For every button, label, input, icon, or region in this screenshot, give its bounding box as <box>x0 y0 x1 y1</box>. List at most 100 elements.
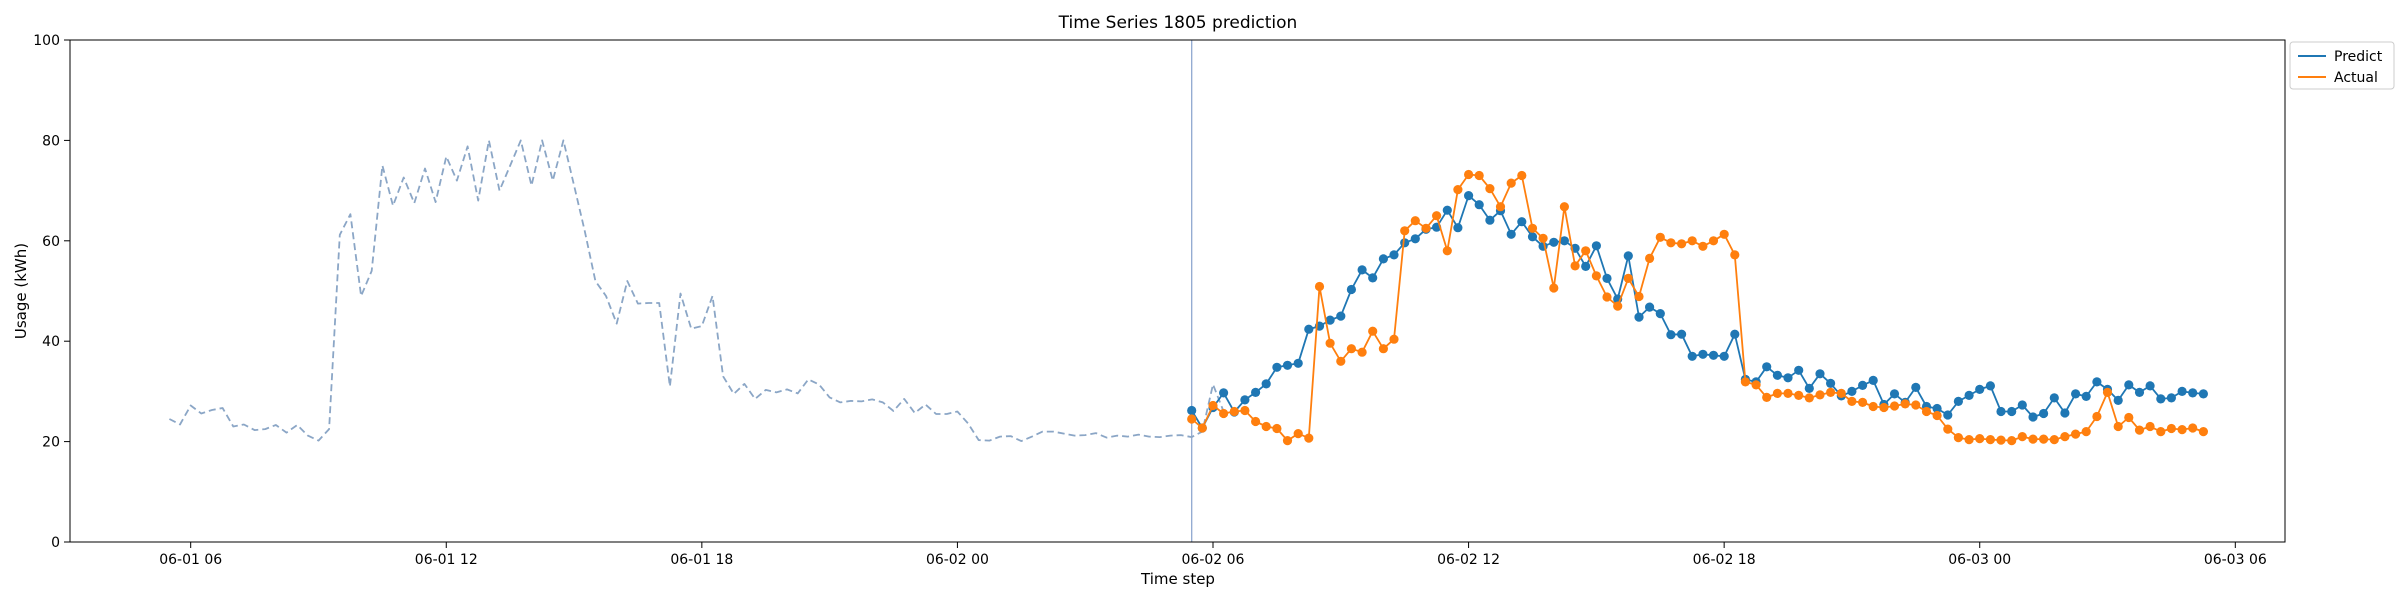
data-point-actual <box>1698 241 1708 251</box>
data-point-predict <box>1219 388 1229 398</box>
data-point-predict <box>1464 191 1474 201</box>
data-point-actual <box>1655 232 1665 242</box>
y-tick-label: 0 <box>51 535 60 551</box>
data-point-actual <box>1677 239 1687 249</box>
data-point-predict <box>1474 200 1484 210</box>
data-point-predict <box>1953 396 1963 406</box>
data-point-predict <box>2134 387 2145 397</box>
data-point-actual <box>2188 423 2198 433</box>
y-tick-label: 40 <box>42 334 60 350</box>
x-tick-label: 06-02 12 <box>1437 552 1500 568</box>
data-point-actual <box>1826 387 1836 397</box>
data-point-actual <box>2134 425 2145 435</box>
data-point-actual <box>1858 397 1868 407</box>
data-point-actual <box>1517 170 1527 181</box>
data-point-predict <box>1336 311 1346 321</box>
data-point-predict <box>2017 400 2027 410</box>
series-layer <box>168 40 2208 542</box>
data-point-predict <box>1634 312 1644 322</box>
data-point-predict <box>1698 349 1708 359</box>
data-point-predict <box>1975 384 1985 394</box>
y-axis-label: Usage (kWh) <box>12 243 30 339</box>
legend-label-predict: Predict <box>2334 49 2383 65</box>
data-point-actual <box>1645 253 1655 263</box>
data-point-actual <box>1325 338 1335 348</box>
data-point-predict <box>2145 381 2155 391</box>
data-point-actual <box>1229 406 1239 417</box>
data-point-predict <box>2177 386 2187 396</box>
data-point-predict <box>1272 362 1282 372</box>
data-point-predict <box>1187 405 1197 416</box>
data-point-predict <box>1708 350 1719 360</box>
data-point-predict <box>2049 393 2059 403</box>
data-point-actual <box>1336 356 1346 366</box>
data-point-actual <box>1708 236 1719 246</box>
legend: Predict Actual <box>2289 41 2395 90</box>
x-tick-label: 06-01 18 <box>670 552 733 568</box>
data-point-actual <box>1985 435 1995 445</box>
data-point-predict <box>2028 412 2038 422</box>
data-point-predict <box>1293 358 1303 368</box>
data-point-actual <box>1485 184 1495 194</box>
data-point-actual <box>1197 423 1207 433</box>
data-point-predict <box>1442 205 1452 215</box>
data-point-actual <box>1240 405 1250 416</box>
data-point-predict <box>1549 237 1559 247</box>
data-point-predict <box>1506 229 1516 239</box>
data-point-predict <box>2039 408 2049 419</box>
data-point-actual <box>1687 236 1697 246</box>
series-line-history <box>168 139 1225 442</box>
data-point-actual <box>1261 421 1271 432</box>
data-point-actual <box>1772 388 1782 398</box>
data-point-predict <box>1847 386 1857 396</box>
data-point-actual <box>1932 410 1942 421</box>
data-point-predict <box>1389 250 1399 260</box>
data-point-predict <box>1378 254 1388 264</box>
data-point-actual <box>1581 246 1591 256</box>
data-point-actual <box>1314 281 1325 292</box>
data-point-actual <box>1975 434 1985 444</box>
data-point-actual <box>1368 326 1378 336</box>
data-point-actual <box>2071 429 2081 439</box>
data-point-predict <box>2113 395 2123 405</box>
data-point-predict <box>1794 365 1804 375</box>
data-point-predict <box>1804 383 1814 393</box>
data-point-actual <box>2092 411 2102 422</box>
data-point-predict <box>1762 362 1772 372</box>
data-point-predict <box>1251 387 1261 397</box>
data-point-predict <box>1932 403 1942 414</box>
x-tick-label: 06-03 00 <box>1948 552 2011 568</box>
data-point-predict <box>1410 234 1420 244</box>
data-point-actual <box>1815 390 1825 400</box>
data-point-predict <box>1581 261 1591 271</box>
data-point-actual <box>2177 425 2187 435</box>
data-point-actual <box>1879 402 1889 413</box>
data-point-predict <box>1346 284 1356 295</box>
data-point-actual <box>1506 178 1516 188</box>
data-point-predict <box>1357 265 1367 275</box>
data-point-actual <box>1868 401 1878 412</box>
data-point-actual <box>1272 423 1282 434</box>
data-point-actual <box>1847 396 1857 406</box>
data-point-predict <box>1304 324 1314 334</box>
data-point-predict <box>1517 217 1527 227</box>
data-point-actual <box>1921 406 1932 417</box>
x-tick-label: 06-02 18 <box>1693 552 1756 568</box>
x-tick-label: 06-03 06 <box>2204 552 2267 568</box>
data-point-actual <box>1389 334 1399 344</box>
data-point-actual <box>1495 202 1506 212</box>
data-point-actual <box>2102 387 2113 397</box>
y-tick-label: 100 <box>33 33 60 49</box>
data-point-actual <box>1304 433 1314 443</box>
data-point-actual <box>1187 414 1197 424</box>
data-point-actual <box>2049 435 2059 445</box>
data-point-actual <box>2081 427 2091 437</box>
data-point-actual <box>2039 434 2049 444</box>
legend-label-actual: Actual <box>2334 70 2378 86</box>
data-point-predict <box>1666 330 1676 340</box>
data-point-predict <box>2071 389 2081 399</box>
data-point-predict <box>1240 395 1250 405</box>
data-point-predict <box>1985 381 1995 391</box>
data-point-actual <box>1357 347 1367 357</box>
data-point-actual <box>1538 233 1548 243</box>
